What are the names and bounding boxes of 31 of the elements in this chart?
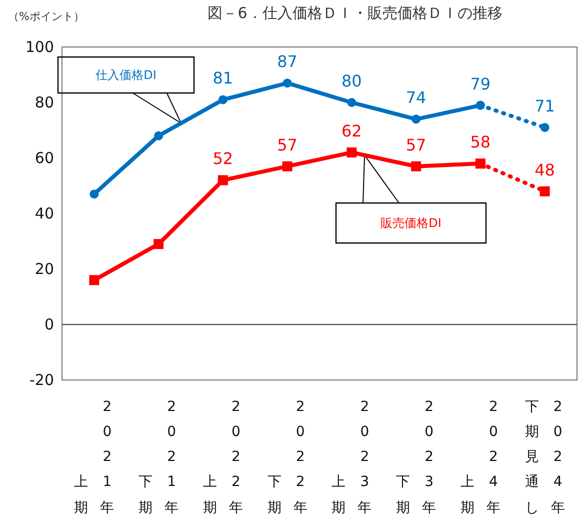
category-label: 上期 2022年: [202, 398, 243, 516]
y-tick-label: 100: [25, 38, 54, 56]
data-label: 62: [342, 121, 362, 140]
category-label: 下期見通し 2024年: [524, 398, 565, 516]
data-label: 52: [212, 149, 234, 168]
y-tick-label: 0: [44, 316, 54, 334]
category-label: 上期 2021年: [74, 398, 114, 516]
data-label: 58: [470, 132, 491, 152]
data-label: 81: [212, 68, 234, 88]
y-tick-label: 40: [34, 204, 54, 222]
y-axis-title: （%ポイント）: [8, 10, 84, 23]
text: 販売価格DI: [380, 216, 442, 230]
data-label: 48: [534, 160, 555, 180]
category-label: 上期 2023年: [332, 398, 372, 516]
chart-title: 図－6．仕入価格ＤＩ・販売価格ＤＩの推移: [208, 4, 502, 22]
data-label: 74: [406, 88, 426, 108]
category-label: 下期 2021年: [138, 398, 179, 516]
category-label: 下期 2023年: [396, 398, 436, 516]
data-label: 80: [342, 72, 362, 90]
y-tick-label: 80: [34, 94, 54, 112]
y-tick-label: -20: [30, 371, 54, 389]
data-label: 79: [470, 74, 491, 94]
data-label: 57: [277, 135, 298, 154]
category-label: 下期 2022年: [267, 398, 308, 516]
text: 仕入価格DI: [94, 68, 156, 82]
data-label: 71: [534, 96, 555, 116]
data-label: 87: [277, 52, 298, 72]
category-label: 上期 2024年: [460, 398, 500, 516]
data-label: 57: [406, 135, 426, 154]
y-tick-label: 20: [34, 260, 54, 278]
y-tick-label: 60: [34, 149, 54, 167]
